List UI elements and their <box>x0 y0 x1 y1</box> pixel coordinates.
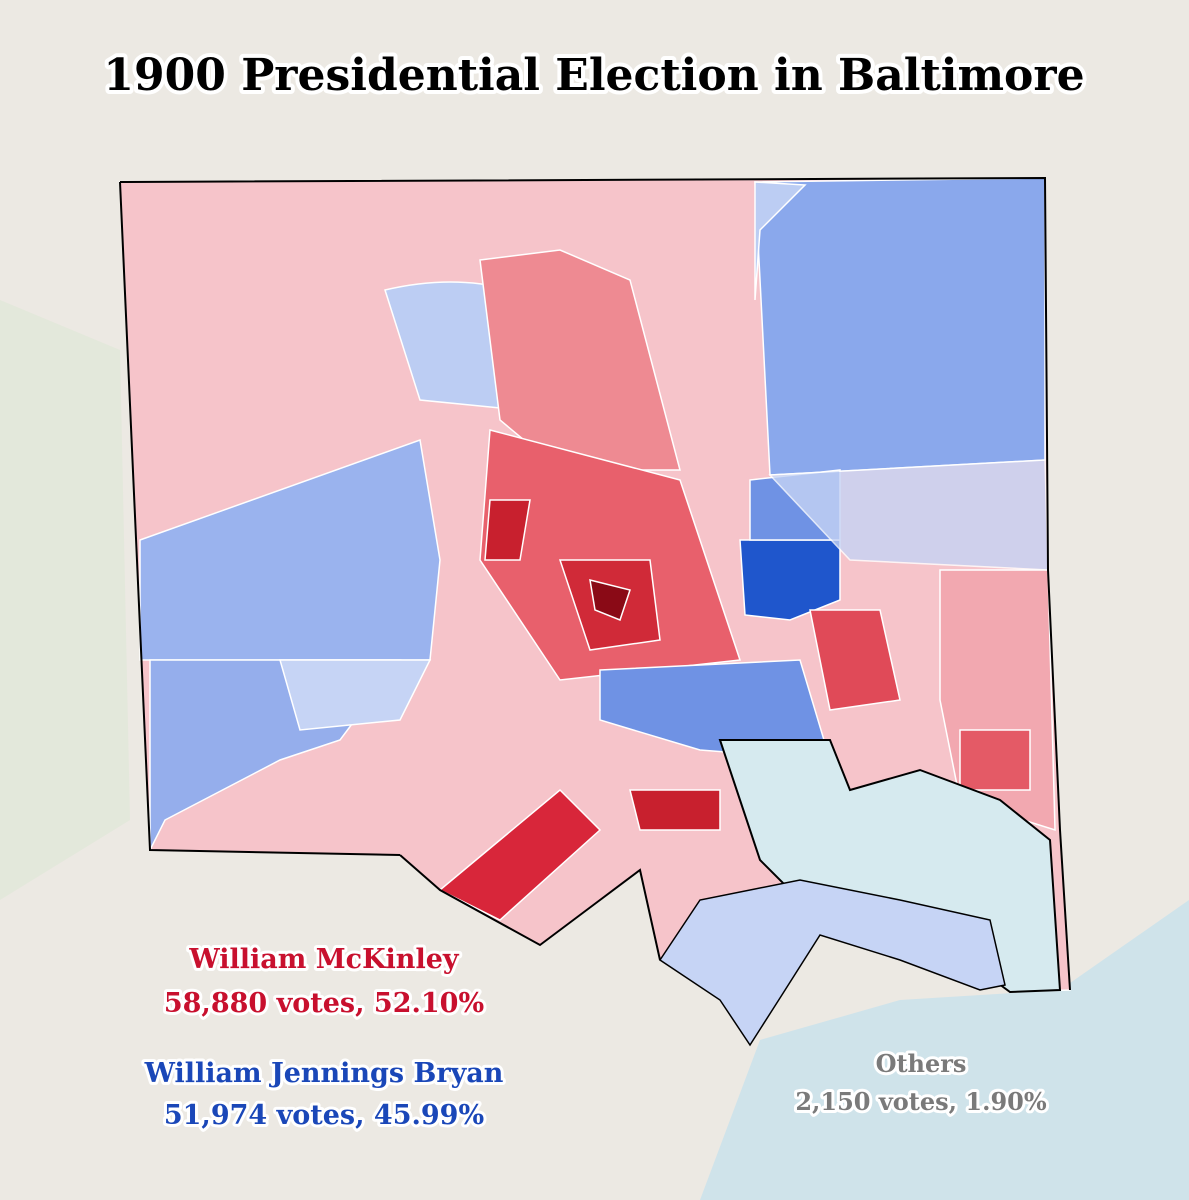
map-title: 1900 Presidential Election in Baltimore <box>103 50 1084 101</box>
legend-summary: 51,974 votes, 45.99% <box>164 1100 484 1131</box>
legend-candidate: William McKinley <box>188 944 459 975</box>
city-boundary <box>119 176 1071 991</box>
city-precincts <box>119 177 1071 1047</box>
legend-summary: 58,880 votes, 52.10% <box>164 988 484 1019</box>
legend-candidate: Others <box>876 1049 967 1078</box>
legend-candidate: William Jennings Bryan <box>144 1058 504 1089</box>
harbor-south <box>658 879 1006 1047</box>
legend-summary: 2,150 votes, 1.90% <box>795 1087 1046 1116</box>
